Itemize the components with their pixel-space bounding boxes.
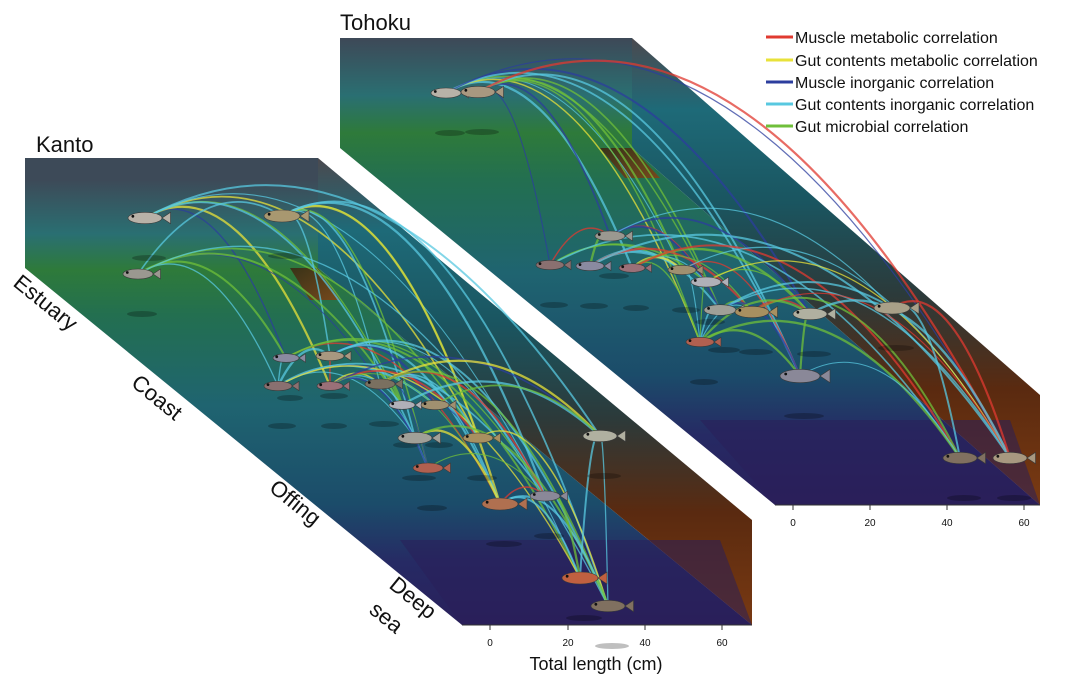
legend-label: Gut microbial correlation: [795, 119, 968, 136]
tohoku-deep-band: [700, 420, 1040, 505]
kanto-tick-0: 0: [487, 638, 493, 649]
tohoku-tick-0: 0: [790, 518, 796, 529]
tohoku-tick-60: 60: [1018, 518, 1030, 529]
legend-label: Muscle inorganic correlation: [795, 75, 994, 92]
legend: Muscle metabolic correlation Gut content…: [766, 30, 1038, 136]
kanto-tick-20: 20: [562, 638, 574, 649]
tohoku-title: Tohoku: [340, 10, 411, 35]
tohoku-tick-40: 40: [941, 518, 953, 529]
kanto-length-axis: 0 20 40 60 Total length (cm): [462, 625, 752, 674]
legend-item-gut-microbial: Gut microbial correlation: [766, 119, 968, 136]
legend-item-gut-contents-metabolic: Gut contents metabolic correlation: [766, 53, 1038, 70]
kanto-title: Kanto: [36, 132, 94, 157]
axis-title: Total length (cm): [529, 654, 662, 674]
legend-item-gut-contents-inorganic: Gut contents inorganic correlation: [766, 97, 1034, 114]
legend-label: Gut contents metabolic correlation: [795, 53, 1038, 70]
legend-item-muscle-inorganic: Muscle inorganic correlation: [766, 75, 994, 92]
legend-label: Muscle metabolic correlation: [795, 30, 998, 47]
kanto-tick-60: 60: [716, 638, 728, 649]
tohoku-length-axis: 0 20 40 60: [775, 505, 1040, 529]
legend-item-muscle-metabolic: Muscle metabolic correlation: [766, 30, 998, 47]
legend-label: Gut contents inorganic correlation: [795, 97, 1034, 114]
kanto-tick-40: 40: [639, 638, 651, 649]
tohoku-tick-20: 20: [864, 518, 876, 529]
